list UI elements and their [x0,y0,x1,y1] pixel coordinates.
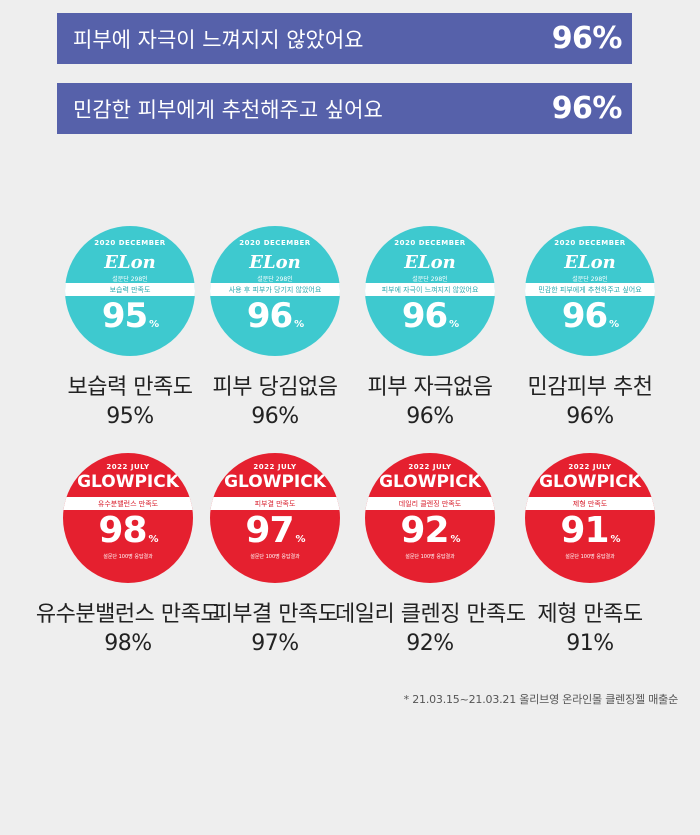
elon-badge: 2020 DECEMBER ELon 설문단 298인 피부에 자극이 느껴지지… [365,226,495,356]
badge-value: 96% [406,404,454,429]
badge-number: 98% [98,510,158,551]
badge-band: 피부에 자극이 느껴지지 않았어요 [365,283,495,296]
badge-logo: GLOWPICK [77,472,179,492]
glowpick-badge: 2022 JULY GLOWPICK 제형 만족도 91% 설문단 100명 응… [525,453,655,583]
survey-bar-text: 민감한 피부에게 추천해주고 싶어요 [73,97,383,122]
survey-bar-text: 피부에 자극이 느껴지지 않았어요 [73,27,364,52]
badge-logo: ELon [104,252,156,273]
elon-badge: 2020 DECEMBER ELon 설문단 298인 보습력 만족도 95% [65,226,195,356]
badge-date: 2020 DECEMBER [394,239,466,247]
badge-footer: 설문단 100명 응답결과 [565,554,615,560]
badge-label: 민감피부 추천 [527,375,653,400]
badge-value: 96% [566,404,614,429]
badge-date: 2022 JULY [408,463,452,471]
badge-band: 사용 후 피부가 당기지 않았어요 [210,283,340,296]
badge-band: 피부결 만족도 [210,497,340,510]
badge-number: 91% [560,510,620,551]
survey-bar-recommend: 민감한 피부에게 추천해주고 싶어요 96% [57,83,632,134]
footnote: * 21.03.15~21.03.21 올리브영 온라인몰 클렌징젤 매출순 [403,693,679,706]
badge-value: 98% [104,631,152,656]
badge-number: 96% [401,296,459,336]
badge-value: 96% [251,404,299,429]
badge-number: 92% [400,510,460,551]
red-badge-cell: 2022 JULY GLOWPICK 제형 만족도 91% 설문단 100명 응… [505,453,675,656]
survey-bar-percent: 96% [551,21,623,56]
badge-footer: 설문단 100명 응답결과 [103,554,153,560]
badge-number: 95% [101,296,159,336]
badge-logo: GLOWPICK [379,472,481,492]
badge-footer: 설문단 100명 응답결과 [405,554,455,560]
glowpick-badge: 2022 JULY GLOWPICK 데일리 클렌징 만족도 92% 설문단 1… [365,453,495,583]
badge-band: 제형 만족도 [525,497,655,510]
badge-date: 2020 DECEMBER [554,239,626,247]
badge-label: 피부 당김없음 [212,375,338,400]
teal-badge-cell: 2020 DECEMBER ELon 설문단 298인 민감한 피부에게 추천하… [505,226,675,429]
badge-value: 95% [106,404,154,429]
badge-value: 97% [251,631,299,656]
badge-date: 2022 JULY [568,463,612,471]
red-badge-cell: 2022 JULY GLOWPICK 피부결 만족도 97% 설문단 100명 … [190,453,360,656]
badge-date: 2020 DECEMBER [239,239,311,247]
badge-logo: GLOWPICK [539,472,641,492]
badge-panel: 설문단 298인 [572,276,608,283]
badge-label: 피부 자극없음 [367,375,493,400]
badge-logo: ELon [564,252,616,273]
elon-badge: 2020 DECEMBER ELon 설문단 298인 민감한 피부에게 추천하… [525,226,655,356]
badge-label: 제형 만족도 [537,602,643,627]
badge-logo: ELon [404,252,456,273]
badge-label: 보습력 만족도 [67,375,193,400]
badge-value: 92% [406,631,454,656]
teal-badge-cell: 2020 DECEMBER ELon 설문단 298인 사용 후 피부가 당기지… [190,226,360,429]
badge-date: 2020 DECEMBER [94,239,166,247]
badge-band: 민감한 피부에게 추천하주고 싶어요 [525,283,655,296]
red-badge-cell: 2022 JULY GLOWPICK 데일리 클렌징 만족도 92% 설문단 1… [335,453,526,656]
badge-label: 유수분밸런스 만족도 [35,602,221,627]
badge-value: 91% [566,631,614,656]
badge-panel: 설문단 298인 [112,276,148,283]
badge-footer: 설문단 100명 응답결과 [250,554,300,560]
red-badge-cell: 2022 JULY GLOWPICK 유수분밸런스 만족도 98% 설문단 10… [28,453,228,656]
badge-date: 2022 JULY [106,463,150,471]
glowpick-badge: 2022 JULY GLOWPICK 유수분밸런스 만족도 98% 설문단 10… [63,453,193,583]
badge-logo: ELon [249,252,301,273]
teal-badge-cell: 2020 DECEMBER ELon 설문단 298인 피부에 자극이 느껴지지… [345,226,515,429]
badge-number: 96% [561,296,619,336]
badge-band: 보습력 만족도 [65,283,195,296]
survey-bar-irritation: 피부에 자극이 느껴지지 않았어요 96% [57,13,632,64]
badge-logo: GLOWPICK [224,472,326,492]
survey-bar-percent: 96% [551,91,623,126]
badge-panel: 설문단 298인 [412,276,448,283]
elon-badge: 2020 DECEMBER ELon 설문단 298인 사용 후 피부가 당기지… [210,226,340,356]
badge-number: 96% [246,296,304,336]
badge-date: 2022 JULY [253,463,297,471]
badge-band: 유수분밸런스 만족도 [63,497,193,510]
teal-badge-cell: 2020 DECEMBER ELon 설문단 298인 보습력 만족도 95% … [45,226,215,429]
glowpick-badge: 2022 JULY GLOWPICK 피부결 만족도 97% 설문단 100명 … [210,453,340,583]
badge-number: 97% [245,510,305,551]
badge-label: 데일리 클렌징 만족도 [335,602,526,627]
badge-panel: 설문단 298인 [257,276,293,283]
badge-band: 데일리 클렌징 만족도 [365,497,495,510]
badge-label: 피부결 만족도 [212,602,338,627]
